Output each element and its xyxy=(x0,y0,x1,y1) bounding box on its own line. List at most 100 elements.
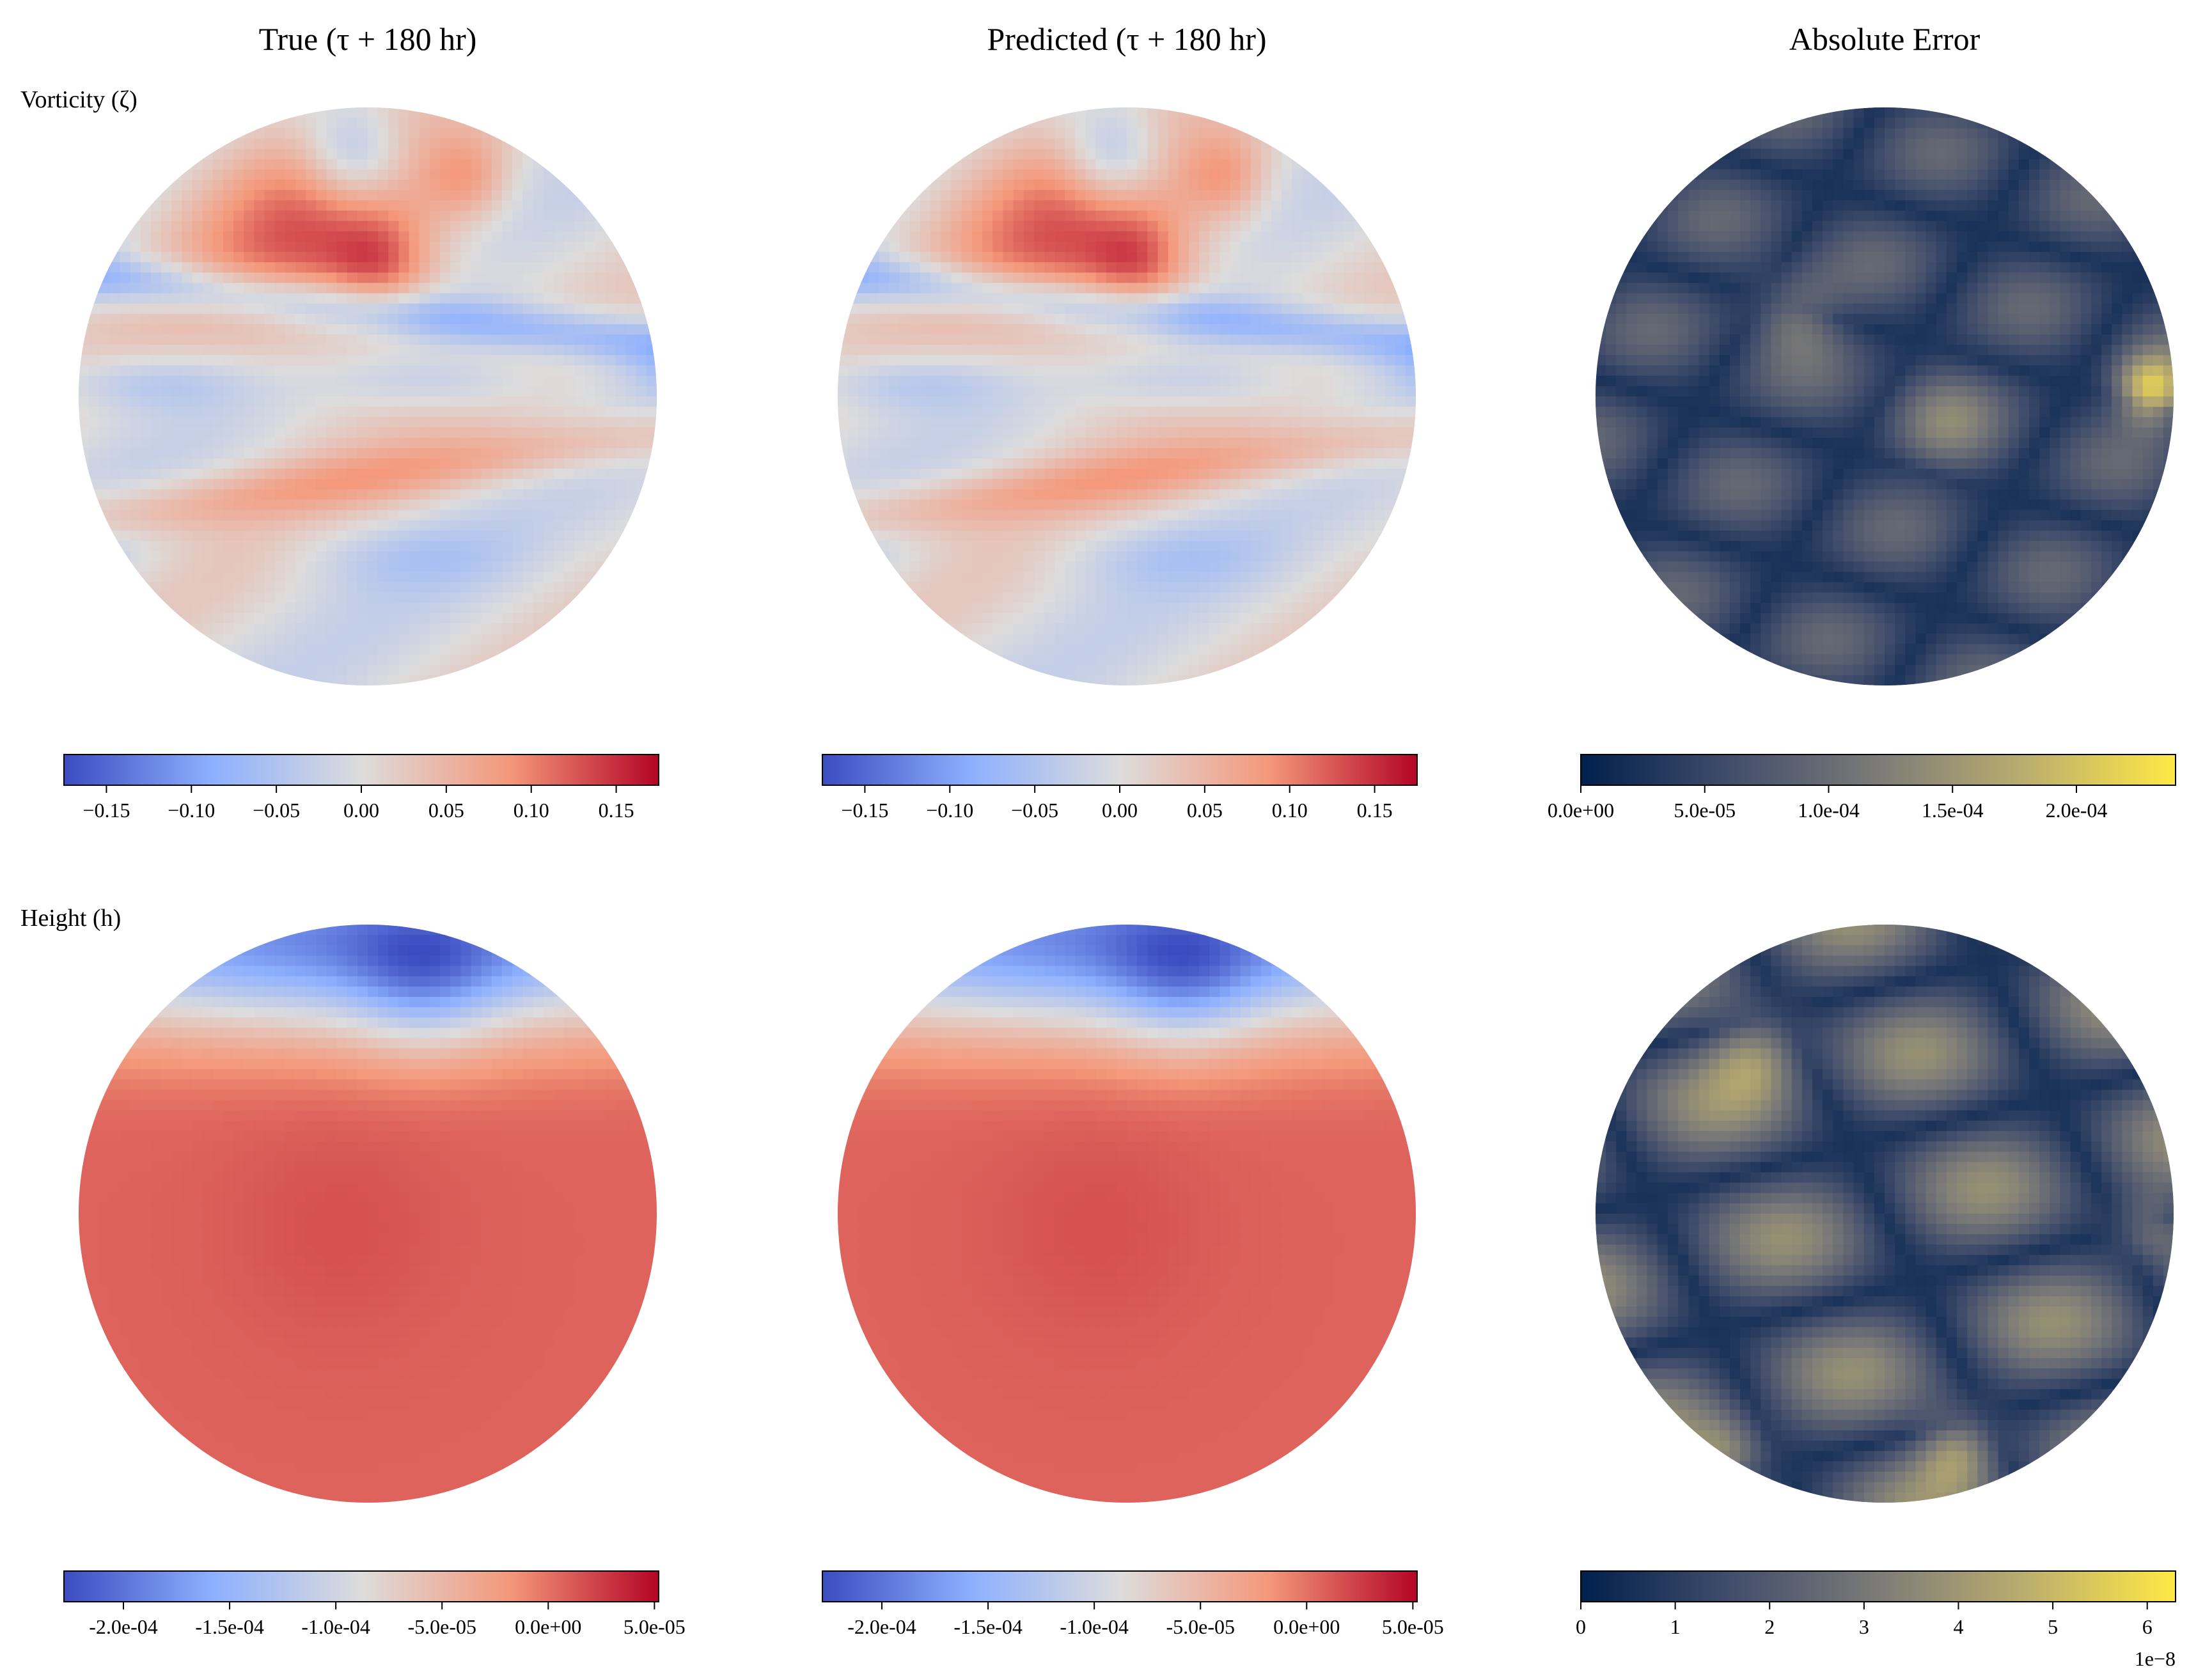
globe-cell xyxy=(1199,334,1210,346)
globe-cell xyxy=(941,572,952,583)
globe-cell xyxy=(244,148,255,160)
globe-cell xyxy=(1157,200,1169,212)
globe-cell xyxy=(450,396,462,407)
globe-cell xyxy=(971,551,983,563)
globe-cell xyxy=(1127,355,1138,366)
globe-cell xyxy=(889,262,900,274)
globe-cell xyxy=(481,272,492,284)
globe-cell xyxy=(1188,272,1200,284)
globe-cell xyxy=(868,355,880,366)
globe-cell xyxy=(971,272,983,284)
globe-cell xyxy=(1178,613,1189,624)
globe-cell xyxy=(182,623,193,635)
globe-cell xyxy=(1055,107,1065,118)
globe-cell xyxy=(1178,407,1189,418)
globe-cell xyxy=(1344,241,1354,253)
globe-cell xyxy=(109,396,121,407)
globe-cell xyxy=(636,283,647,294)
globe-cell xyxy=(879,520,890,531)
globe-cell xyxy=(595,272,606,284)
globe-cell xyxy=(202,355,214,366)
globe-cell xyxy=(910,572,921,583)
globe-cell xyxy=(1023,210,1035,222)
globe-cell xyxy=(182,303,193,315)
globe-cell xyxy=(615,334,627,346)
globe-cell xyxy=(553,530,565,542)
globe-cell xyxy=(295,159,306,170)
globe-cell xyxy=(368,169,379,180)
globe-cell xyxy=(347,572,358,583)
globe-cell xyxy=(1044,303,1055,315)
globe-cell xyxy=(1322,407,1334,418)
globe-cell xyxy=(336,572,348,583)
globe-cell xyxy=(491,479,503,490)
globe-cell xyxy=(460,427,472,439)
globe-cell xyxy=(1220,479,1231,490)
globe-cell xyxy=(316,159,327,170)
globe-cell xyxy=(1116,313,1127,325)
globe-cell xyxy=(347,437,358,449)
globe-cell xyxy=(120,479,131,490)
globe-cell xyxy=(1188,458,1200,469)
globe-cell xyxy=(605,561,616,573)
globe-cell xyxy=(295,190,306,201)
globe-cell xyxy=(285,634,296,645)
globe-cell xyxy=(295,128,306,139)
globe-cell xyxy=(1106,499,1117,511)
globe-cell xyxy=(1240,375,1251,387)
globe-cell xyxy=(120,489,131,501)
globe-cell xyxy=(336,138,348,150)
globe-cell xyxy=(419,128,430,139)
globe-cell xyxy=(378,634,389,645)
globe-cell xyxy=(961,602,973,614)
globe-cell xyxy=(543,241,554,253)
globe-cell xyxy=(254,541,265,552)
globe-cell xyxy=(419,644,430,655)
globe-cell xyxy=(398,365,410,377)
globe-cell xyxy=(1065,355,1076,366)
globe-cell xyxy=(244,469,255,480)
globe-cell xyxy=(982,272,993,284)
globe-cell xyxy=(316,210,327,222)
globe-cell xyxy=(1344,551,1354,563)
globe-cell xyxy=(1322,241,1334,253)
globe-cell xyxy=(1013,303,1024,315)
globe-cell xyxy=(347,210,358,222)
globe-cell xyxy=(409,324,420,335)
globe-cell xyxy=(1260,355,1272,366)
globe-cell xyxy=(481,365,492,377)
globe-cell xyxy=(1374,272,1386,284)
globe-cell xyxy=(460,634,472,645)
globe-cell xyxy=(254,252,265,263)
globe-cell xyxy=(1178,458,1189,469)
globe-cell xyxy=(1188,345,1200,356)
globe-cell xyxy=(1127,613,1138,624)
globe-cell xyxy=(1085,138,1097,150)
globe-cell xyxy=(233,345,245,356)
globe-cell xyxy=(1013,190,1024,201)
globe-cell xyxy=(501,159,513,170)
globe-cell xyxy=(1168,572,1179,583)
globe-cell xyxy=(1106,541,1117,552)
globe-cell xyxy=(471,510,482,521)
globe-cell xyxy=(357,159,368,170)
globe-cell xyxy=(491,313,503,325)
globe-cell xyxy=(223,386,234,397)
globe-cell xyxy=(368,561,379,573)
globe-cell xyxy=(899,407,911,418)
globe-cell xyxy=(838,386,849,397)
globe-cell xyxy=(1065,159,1076,170)
globe-cell xyxy=(419,283,430,294)
globe-cell xyxy=(858,469,870,480)
globe-cell xyxy=(1209,541,1221,552)
globe-cell xyxy=(202,582,214,593)
globe-cell xyxy=(440,489,451,501)
globe-cell xyxy=(244,417,255,428)
globe-cell xyxy=(992,231,1004,242)
globe-cell xyxy=(625,313,637,325)
globe-cell xyxy=(429,479,441,490)
globe-cell xyxy=(1302,231,1314,242)
globe-cell xyxy=(930,190,942,201)
globe-cell xyxy=(1013,479,1024,490)
globe-cell xyxy=(316,572,327,583)
